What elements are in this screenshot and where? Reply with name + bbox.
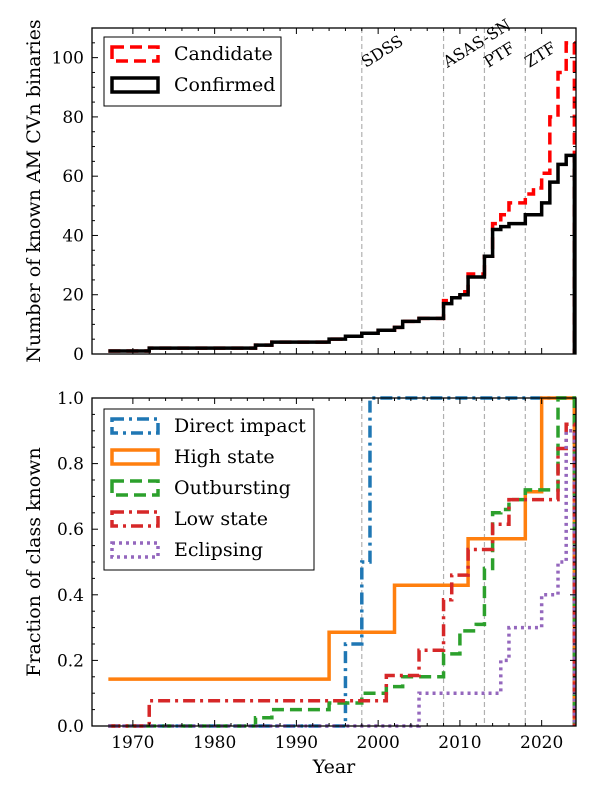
y-tick-label: 0	[73, 345, 84, 365]
legend-swatch-low-state	[110, 510, 160, 528]
x-tick-label: 2000	[357, 733, 400, 753]
bottom-panel: 1970 1980 1990 2000 2010 2020 Year 0.0 0.2 0.4 0.6…	[23, 389, 577, 778]
y-axis-title: Number of known AM CVn binaries	[23, 19, 45, 362]
legend-label-direct-impact: Direct impact	[174, 415, 306, 437]
series-line-low-state	[108, 422, 577, 728]
y-tick-label: 0.0	[57, 717, 84, 737]
x-tick-label: 2020	[520, 733, 563, 753]
y-axis: 0 20 40 60 80 100 Number of known AM CVn binar…	[23, 19, 576, 365]
x-axis: 1970 1980 1990 2000 2010 2020 Year	[111, 398, 563, 778]
series-line-confirmed	[108, 153, 577, 354]
x-tick-label: 1970	[111, 733, 154, 753]
y-tick-label: 0.2	[57, 651, 84, 671]
y-tick-label: 80	[62, 108, 84, 128]
legend-swatch-outbursting	[110, 479, 160, 497]
y-tick-label: 0.6	[57, 520, 84, 540]
legend: Direct impact High state Outbursting Low st…	[103, 408, 315, 571]
y-tick-label: 60	[62, 167, 84, 187]
y-axis: 0.0 0.2 0.4 0.6 0.8 1.0 Fraction of class know…	[23, 389, 576, 737]
legend-label-outbursting: Outbursting	[174, 477, 291, 499]
x-tick-label: 2010	[438, 733, 481, 753]
legend-swatch-direct-impact	[110, 417, 160, 435]
legend-swatch-candidate	[110, 45, 160, 63]
series-line-outbursting	[108, 396, 577, 728]
legend-swatch-eclipsing	[110, 541, 160, 559]
series-line-eclipsing	[108, 429, 577, 728]
y-tick-label: 0.4	[57, 586, 84, 606]
legend-label-high-state: High state	[174, 446, 275, 468]
legend-label-eclipsing: Eclipsing	[174, 539, 263, 561]
x-axis-title: Year	[312, 756, 356, 778]
y-tick-label: 100	[52, 49, 84, 69]
y-axis-title: Fraction of class known	[23, 447, 45, 676]
y-tick-label: 20	[62, 286, 84, 306]
x-tick-label: 1990	[275, 733, 318, 753]
y-tick-label: 0.8	[57, 455, 84, 475]
legend-label-low-state: Low state	[174, 508, 268, 530]
legend-swatch-confirmed	[110, 76, 160, 94]
legend: Candidate Confirmed	[103, 36, 282, 107]
y-tick-label: 1.0	[57, 389, 84, 409]
survey-label-sdss: SDSS	[358, 31, 407, 71]
legend-swatch-high-state	[110, 448, 160, 466]
legend-label-candidate: Candidate	[174, 43, 273, 65]
x-axis	[132, 28, 543, 354]
legend-label-confirmed: Confirmed	[174, 74, 275, 96]
x-tick-label: 1980	[193, 733, 236, 753]
survey-label-ztf: ZTF	[521, 38, 559, 72]
y-tick-label: 40	[62, 226, 84, 246]
series-group	[108, 41, 577, 354]
legend-box	[103, 408, 315, 571]
